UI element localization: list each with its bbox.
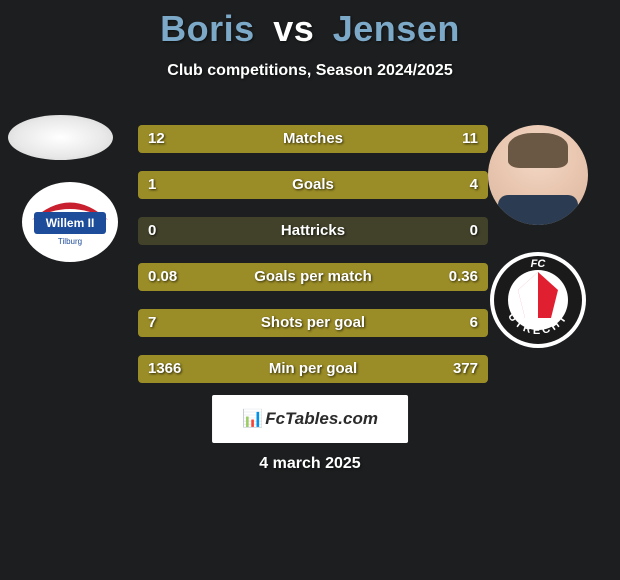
stat-label: Goals <box>138 171 488 199</box>
svg-text:Tilburg: Tilburg <box>58 237 82 246</box>
player1-club-logo: Willem II Tilburg <box>20 180 120 265</box>
svg-text:FC: FC <box>531 258 547 270</box>
willem-ii-shield-icon: Willem II Tilburg <box>20 180 120 265</box>
infographic-root: Boris vs Jensen Club competitions, Seaso… <box>0 0 620 580</box>
stat-row: 0.080.36Goals per match <box>138 263 488 291</box>
player2-club-logo: FC UTRECHT <box>488 250 588 350</box>
subtitle: Club competitions, Season 2024/2025 <box>0 62 620 80</box>
title-row: Boris vs Jensen <box>0 0 620 50</box>
stat-row: 1211Matches <box>138 125 488 153</box>
stat-row: 1366377Min per goal <box>138 355 488 383</box>
stat-row: 14Goals <box>138 171 488 199</box>
brand-box: 📊FcTables.com <box>212 395 408 443</box>
player1-name: Boris <box>160 8 255 49</box>
brand-text: FcTables.com <box>265 409 378 428</box>
player2-avatar <box>488 125 588 225</box>
chart-icon: 📊 <box>242 409 263 428</box>
stat-label: Hattricks <box>138 217 488 245</box>
stats-panel: 1211Matches 14Goals 00Hattricks 0.080.36Goa… <box>138 125 488 401</box>
stat-row: 76Shots per goal <box>138 309 488 337</box>
player1-avatar <box>8 115 113 160</box>
stat-label: Min per goal <box>138 355 488 383</box>
vs-label: vs <box>273 8 314 49</box>
stat-label: Shots per goal <box>138 309 488 337</box>
fc-utrecht-shield-icon: FC UTRECHT <box>488 250 588 350</box>
brand-label: 📊FcTables.com <box>242 409 378 428</box>
stat-label: Matches <box>138 125 488 153</box>
stat-row: 00Hattricks <box>138 217 488 245</box>
stat-label: Goals per match <box>138 263 488 291</box>
svg-text:Willem II: Willem II <box>46 216 95 230</box>
date-label: 4 march 2025 <box>0 455 620 473</box>
player2-name: Jensen <box>333 8 460 49</box>
